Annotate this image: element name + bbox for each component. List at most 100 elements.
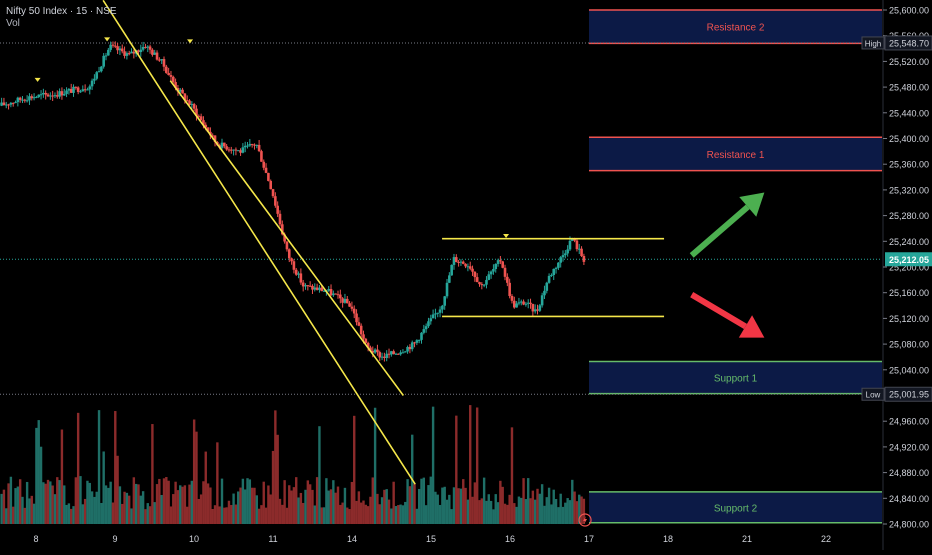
volume-bar xyxy=(387,499,391,524)
bearish-arrow-shaft[interactable] xyxy=(690,292,747,330)
volume-bar xyxy=(378,504,381,524)
volume-bar xyxy=(39,446,43,524)
y-tick-label: 25,400.00 xyxy=(889,134,929,144)
candle-body xyxy=(436,312,440,314)
volume-bar xyxy=(188,484,191,524)
candle-body xyxy=(448,275,451,283)
bearish-arrow-head[interactable] xyxy=(738,315,765,338)
volume-bar xyxy=(285,507,289,524)
volume-bar xyxy=(7,483,10,524)
candle-body xyxy=(443,296,446,306)
candle-body xyxy=(459,261,463,263)
volume-bar xyxy=(37,420,40,524)
candle-body xyxy=(341,298,344,303)
x-tick-label: 15 xyxy=(426,534,436,544)
volume-bar xyxy=(357,491,361,524)
volume-bar xyxy=(213,505,217,524)
volume-bar xyxy=(478,500,481,524)
volume-bar xyxy=(380,497,384,524)
volume-bar xyxy=(450,509,453,524)
candle-body xyxy=(332,293,335,296)
volume-bar xyxy=(137,484,140,524)
volume-bar xyxy=(531,490,535,524)
candle-body xyxy=(301,282,305,287)
volume-bar xyxy=(9,476,13,524)
candle-body xyxy=(487,274,491,280)
candle-body xyxy=(162,59,166,67)
candle-body xyxy=(512,300,516,308)
volume-bar xyxy=(431,406,435,524)
y-tick-label: 25,240.00 xyxy=(889,237,929,247)
candle-body xyxy=(236,150,240,152)
volume-bar xyxy=(67,503,71,524)
low-value-label: 25,001.95 xyxy=(889,390,929,400)
chart-header: Nifty 50 Index · 15 · NSE Vol xyxy=(6,6,117,30)
volume-bar xyxy=(441,487,444,524)
zone-support-2 xyxy=(589,361,882,394)
volume-bar xyxy=(313,505,316,524)
candle-body xyxy=(299,273,303,283)
candle-body xyxy=(536,309,539,311)
bullish-arrow-shaft[interactable] xyxy=(689,204,750,258)
trendline-channel-upper[interactable] xyxy=(102,0,416,485)
volume-bar xyxy=(102,451,105,524)
volume-bar xyxy=(116,455,119,524)
x-tick-label: 21 xyxy=(742,534,752,544)
candle-body xyxy=(515,303,518,308)
volume-bar xyxy=(276,434,279,524)
volume-bar xyxy=(417,488,421,524)
volume-bar xyxy=(510,427,514,524)
candle-body xyxy=(116,46,119,51)
volume-bar xyxy=(538,493,542,524)
candle-body xyxy=(320,287,324,292)
candle-body xyxy=(575,240,579,250)
x-tick-label: 10 xyxy=(189,534,199,544)
candle-body xyxy=(327,288,331,291)
volume-bar xyxy=(561,506,565,524)
volume-bar xyxy=(464,487,467,524)
candle-body xyxy=(192,104,196,109)
bullish-arrow-head[interactable] xyxy=(739,192,765,217)
candle-body xyxy=(239,150,242,153)
candle-body xyxy=(501,261,504,268)
candle-body xyxy=(406,346,409,352)
candle-body xyxy=(547,275,551,283)
volume-bar xyxy=(394,506,398,524)
candle-body xyxy=(109,44,112,50)
volume-bar xyxy=(18,479,22,524)
candle-body xyxy=(336,294,340,296)
volume-bar xyxy=(522,478,525,524)
candle-body xyxy=(287,249,291,259)
volume-bar xyxy=(271,450,275,524)
volume-bar xyxy=(141,491,145,524)
candle-body xyxy=(387,353,391,355)
candle-body xyxy=(97,71,101,73)
candle-body xyxy=(53,95,57,97)
candle-body xyxy=(450,264,453,276)
volume-bar xyxy=(139,495,143,524)
candle-body xyxy=(429,318,433,322)
candle-body xyxy=(262,161,266,168)
candle-body xyxy=(199,116,203,121)
volume-bar xyxy=(83,498,87,524)
candle-body xyxy=(304,285,307,287)
volume-bar xyxy=(79,476,82,524)
candle-body xyxy=(151,49,154,55)
trendline-channel-lower[interactable] xyxy=(169,80,404,396)
candle-body xyxy=(69,88,73,93)
volume-bar xyxy=(281,504,284,524)
candle-body xyxy=(90,80,94,87)
volume-bar xyxy=(443,486,446,524)
candle-body xyxy=(148,46,152,50)
candle-body xyxy=(74,86,78,88)
candle-body xyxy=(417,339,421,341)
candle-body xyxy=(42,92,45,95)
flash-icon[interactable] xyxy=(578,513,592,527)
candle-body xyxy=(185,100,189,102)
candle-body xyxy=(2,102,6,106)
candle-body xyxy=(241,147,245,153)
volume-bar xyxy=(290,490,293,524)
candle-body xyxy=(557,262,560,268)
